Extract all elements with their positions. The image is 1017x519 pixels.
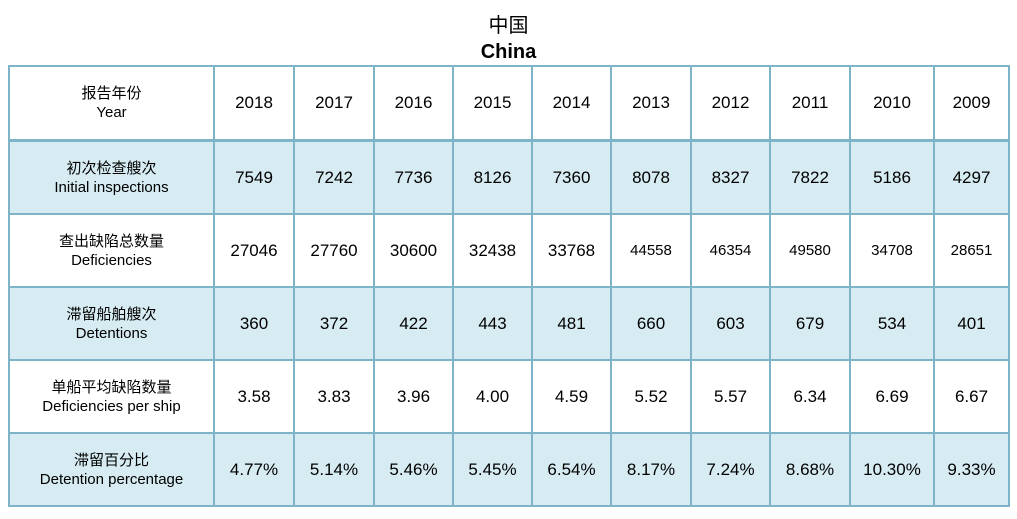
- value-cell: 4.59: [531, 359, 612, 434]
- value-cell: 9.33%: [933, 432, 1010, 507]
- row-label-cell: 初次检查艘次 Initial inspections: [8, 139, 215, 215]
- row-label-cell: 滞留百分比 Detention percentage: [8, 432, 215, 507]
- value-cell: 6.54%: [531, 432, 612, 507]
- row-label-cell: 滞留船舶艘次 Detentions: [8, 286, 215, 361]
- value-cell: 6.67: [933, 359, 1010, 434]
- value-cell: 4.00: [452, 359, 533, 434]
- value-cell: 422: [373, 286, 454, 361]
- value-cell: 5.45%: [452, 432, 533, 507]
- header-row: 报告年份 Year 2018 2017 2016 2015 2014 2013 …: [8, 65, 1010, 142]
- value-cell: 481: [531, 286, 612, 361]
- value-cell: 33768: [531, 213, 612, 288]
- value-cell: 8078: [610, 139, 692, 215]
- row-label-cn: 初次检查艘次: [66, 158, 157, 177]
- year-cell: 2018: [213, 65, 295, 142]
- value-cell: 360: [213, 286, 295, 361]
- value-cell: 7360: [531, 139, 612, 215]
- value-cell: 32438: [452, 213, 533, 288]
- value-cell: 4297: [933, 139, 1010, 215]
- value-cell: 5.46%: [373, 432, 454, 507]
- value-cell: 49580: [769, 213, 851, 288]
- year-cell: 2011: [769, 65, 851, 142]
- value-cell: 5.14%: [293, 432, 375, 507]
- page-title-chinese: 中国: [488, 13, 529, 37]
- value-cell: 27760: [293, 213, 375, 288]
- value-cell: 8.68%: [769, 432, 851, 507]
- value-cell: 46354: [690, 213, 771, 288]
- table-row: 滞留百分比 Detention percentage 4.77% 5.14% 5.46%…: [8, 432, 1010, 507]
- value-cell: 34708: [849, 213, 935, 288]
- year-cell: 2015: [452, 65, 533, 142]
- value-cell: 6.34: [769, 359, 851, 434]
- row-label-cell: 查出缺陷总数量 Deficiencies: [8, 213, 215, 288]
- value-cell: 5.52: [610, 359, 692, 434]
- value-cell: 3.96: [373, 359, 454, 434]
- value-cell: 28651: [933, 213, 1010, 288]
- year-cell: 2013: [610, 65, 692, 142]
- year-cell: 2017: [293, 65, 375, 142]
- row-label-en: Deficiencies per ship: [42, 397, 181, 415]
- row-label-cn: 单船平均缺陷数量: [51, 377, 172, 396]
- year-cell: 2014: [531, 65, 612, 142]
- row-label-cn: 滞留船舶艘次: [66, 304, 157, 323]
- value-cell: 10.30%: [849, 432, 935, 507]
- value-cell: 534: [849, 286, 935, 361]
- value-cell: 4.77%: [213, 432, 295, 507]
- value-cell: 5186: [849, 139, 935, 215]
- row-label-en: Detentions: [75, 324, 148, 342]
- value-cell: 30600: [373, 213, 454, 288]
- value-cell: 8126: [452, 139, 533, 215]
- row-label-en: Detention percentage: [39, 470, 184, 488]
- row-label-en: Deficiencies: [71, 251, 152, 269]
- year-cell: 2016: [373, 65, 454, 142]
- value-cell: 3.58: [213, 359, 295, 434]
- row-label-cn: 查出缺陷总数量: [58, 231, 164, 250]
- header-label-cn: 报告年份: [81, 84, 142, 102]
- year-cell: 2009: [933, 65, 1010, 142]
- statistics-table: 报告年份 Year 2018 2017 2016 2015 2014 2013 …: [8, 65, 1010, 507]
- table-row: 滞留船舶艘次 Detentions 360 372 422 443 481 660 603 679…: [8, 286, 1010, 361]
- table-row: 初次检查艘次 Initial inspections 7549 7242 7736 812…: [8, 139, 1010, 215]
- value-cell: 7549: [213, 139, 295, 215]
- value-cell: 7242: [293, 139, 375, 215]
- row-label-cn: 滞留百分比: [73, 450, 149, 469]
- table-row: 单船平均缺陷数量 Deficiencies per ship 3.58 3.83 3.9…: [8, 359, 1010, 434]
- value-cell: 8.17%: [610, 432, 692, 507]
- value-cell: 44558: [610, 213, 692, 288]
- value-cell: 27046: [213, 213, 295, 288]
- header-label-cell: 报告年份 Year: [8, 65, 215, 142]
- value-cell: 8327: [690, 139, 771, 215]
- value-cell: 660: [610, 286, 692, 361]
- value-cell: 7822: [769, 139, 851, 215]
- table-row: 查出缺陷总数量 Deficiencies 27046 27760 30600 32438 3…: [8, 213, 1010, 288]
- header-label-en: Year: [96, 104, 127, 121]
- value-cell: 401: [933, 286, 1010, 361]
- page-title-english: China: [480, 41, 537, 63]
- value-cell: 372: [293, 286, 375, 361]
- row-label-cell: 单船平均缺陷数量 Deficiencies per ship: [8, 359, 215, 434]
- year-cell: 2012: [690, 65, 771, 142]
- value-cell: 7736: [373, 139, 454, 215]
- value-cell: 7.24%: [690, 432, 771, 507]
- value-cell: 603: [690, 286, 771, 361]
- value-cell: 3.83: [293, 359, 375, 434]
- year-cell: 2010: [849, 65, 935, 142]
- value-cell: 679: [769, 286, 851, 361]
- value-cell: 443: [452, 286, 533, 361]
- value-cell: 5.57: [690, 359, 771, 434]
- row-label-en: Initial inspections: [54, 178, 169, 196]
- value-cell: 6.69: [849, 359, 935, 434]
